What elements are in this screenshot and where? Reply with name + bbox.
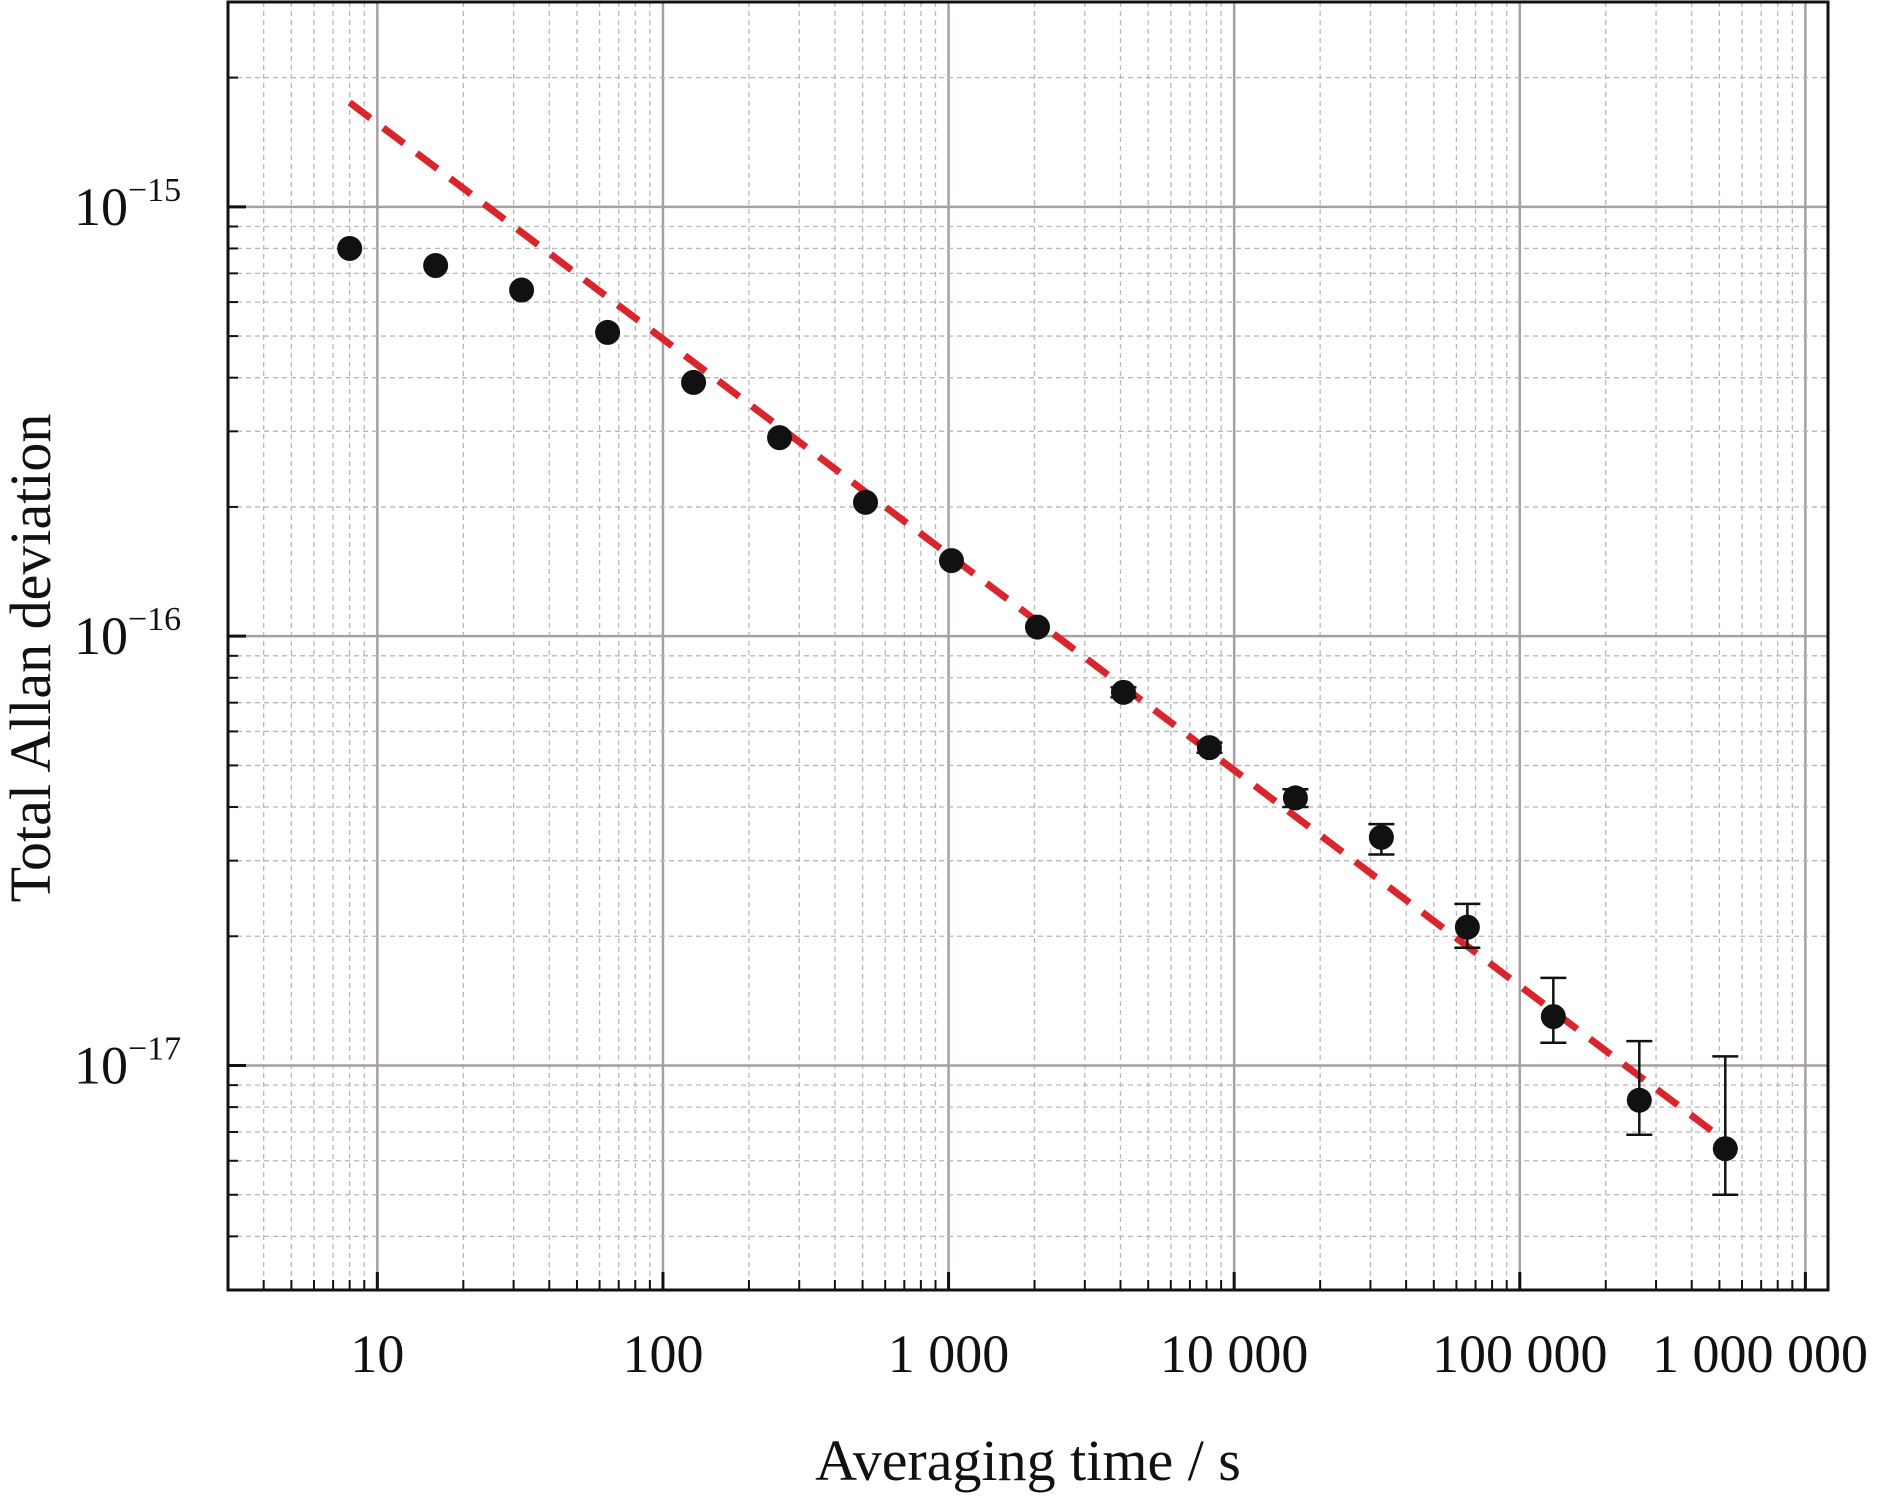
axis-ticks [227, 1, 1807, 1291]
y-tick-exponent: −17 [128, 1031, 181, 1068]
grid [227, 1, 1828, 1291]
y-tick-label: 10−17 [74, 1031, 181, 1096]
data-point [1626, 1087, 1652, 1113]
data-point [423, 253, 449, 279]
data-point [767, 425, 793, 451]
data-point [1110, 679, 1136, 705]
y-tick-label: 10−16 [74, 601, 181, 666]
x-tick-label: 100 000 [1432, 1324, 1608, 1384]
data-point [1540, 1004, 1566, 1030]
plot-frame [226, 0, 1830, 1292]
data-point [1282, 785, 1308, 811]
data-point [337, 235, 363, 261]
data-point [595, 319, 621, 345]
data-point [1024, 614, 1050, 640]
y-tick-exponent: −15 [128, 172, 181, 209]
data-point [681, 369, 707, 395]
y-tick-base: 10 [74, 1036, 128, 1096]
data-point [1712, 1136, 1738, 1162]
x-tick-label: 10 [350, 1324, 404, 1384]
data-point [853, 489, 879, 515]
data-point [509, 277, 535, 303]
data-point [1368, 824, 1394, 850]
x-tick-label: 100 [622, 1324, 703, 1384]
data-point [1196, 735, 1222, 761]
data-point [938, 548, 964, 574]
y-tick-exponent: −16 [128, 601, 181, 638]
data-point [1454, 914, 1480, 940]
y-tick-label: 10−15 [74, 172, 181, 237]
data-points-layer [337, 235, 1739, 1197]
y-tick-base: 10 [74, 177, 128, 237]
x-tick-label: 1 000 000 [1652, 1324, 1868, 1384]
y-tick-base: 10 [74, 606, 128, 666]
x-tick-label: 1 000 [888, 1324, 1010, 1384]
y-axis-title: Total Allan deviation [0, 414, 63, 903]
x-axis-title: Averaging time / s [815, 1428, 1241, 1493]
x-tick-labels: 10 100 1 000 10 000 100 000 1 000 000 [350, 1324, 1868, 1384]
x-tick-label: 10 000 [1160, 1324, 1309, 1384]
